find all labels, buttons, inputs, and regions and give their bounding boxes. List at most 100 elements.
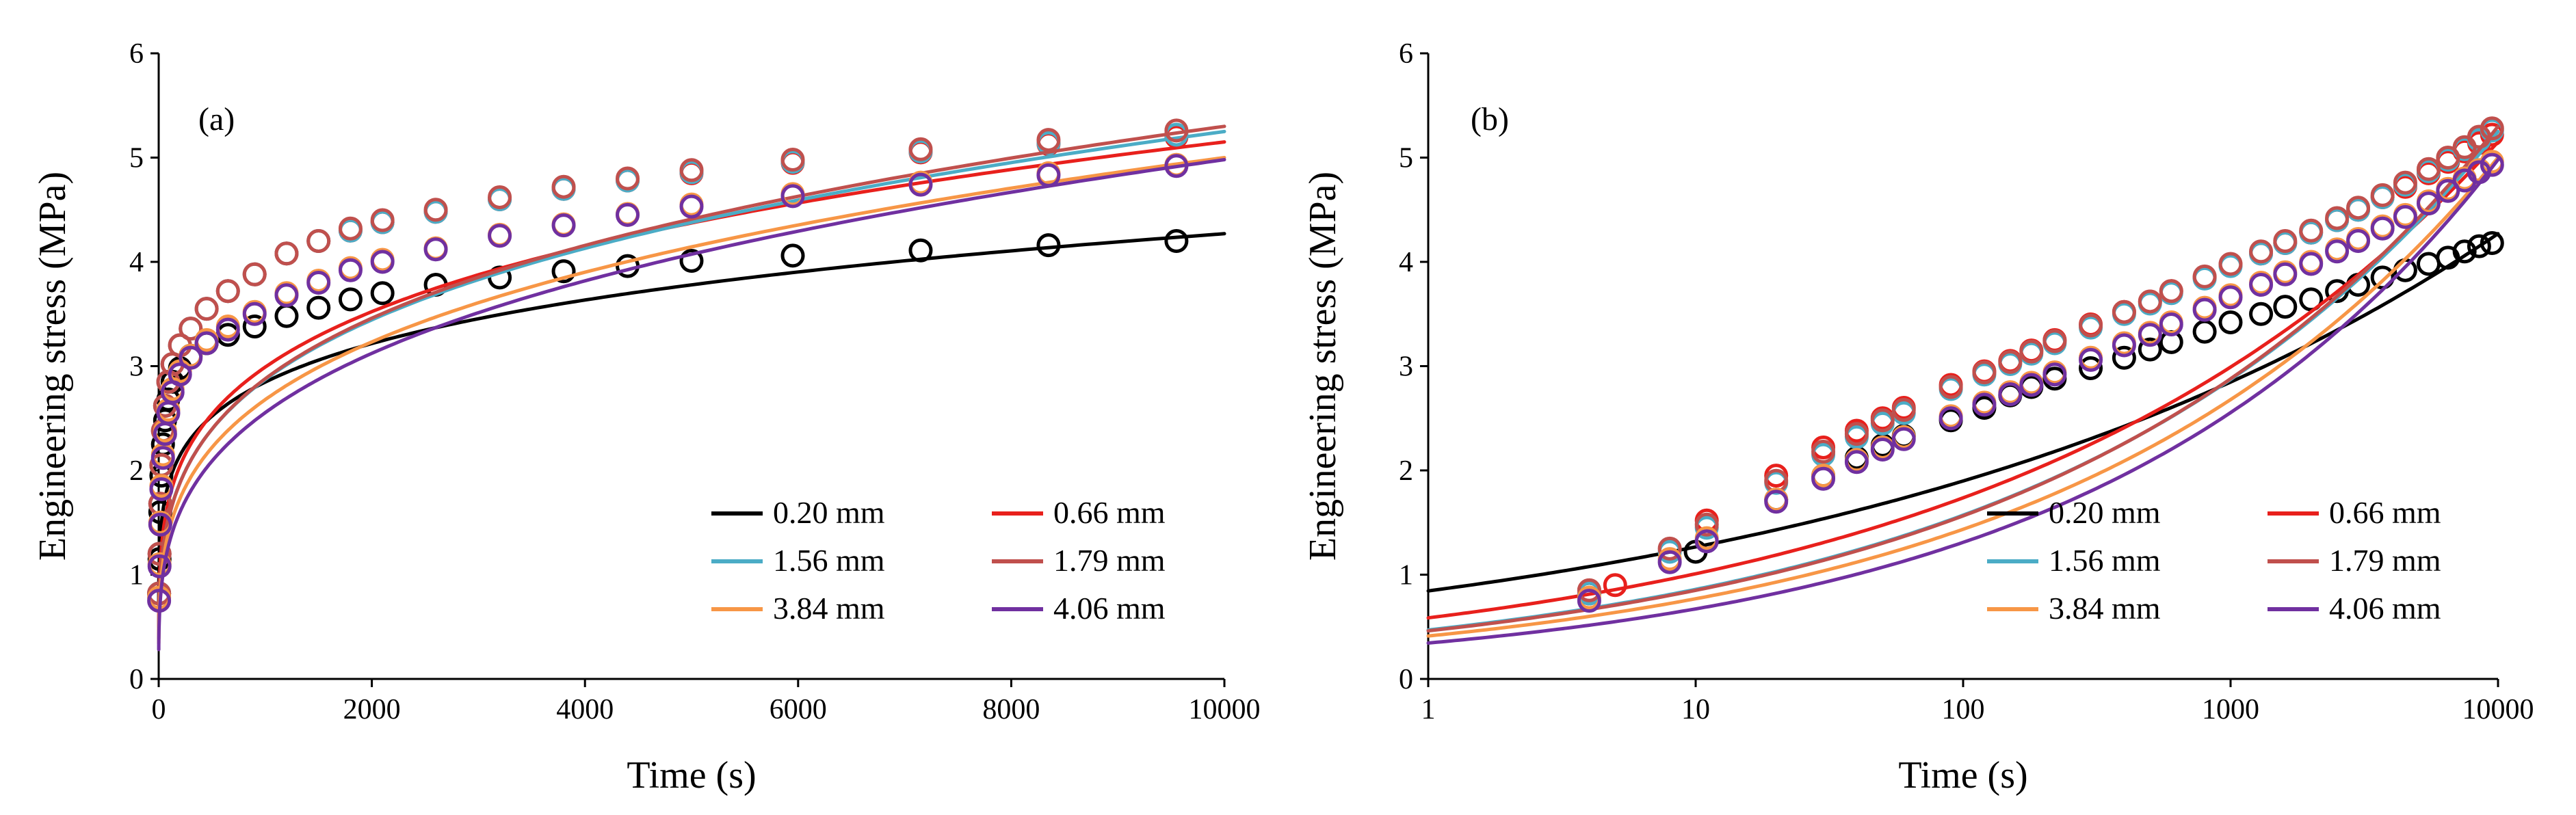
marker-4-06-mm [2273,262,2298,286]
marker-4-06-mm [179,345,203,370]
marker-1-79-mm [2273,229,2298,253]
marker-4-06-mm [147,554,172,578]
marker-4-06-mm [2370,216,2395,241]
marker-1-79-mm [179,317,203,341]
marker-0-20-mm [679,248,704,273]
panel-label: (b) [1471,101,1509,137]
marker-1-79-mm [2079,313,2103,338]
marker-1-79-mm [215,279,240,304]
marker-1-79-mm [242,262,267,286]
marker-1-79-mm [1164,118,1189,143]
marker-1-79-mm [1972,360,1997,385]
marker-1-79-mm [2218,252,2243,276]
marker-1-79-mm [194,297,219,321]
marker-4-06-mm [679,194,704,219]
marker-4-06-mm [2249,273,2274,297]
marker-4-06-mm [2019,373,2044,397]
marker-4-06-mm [780,184,805,209]
marker-0-20-mm [2480,231,2504,256]
y-tick-label: 4 [1399,247,1413,278]
x-tick-label: 100 [1942,694,1985,725]
marker-4-06-mm [2042,362,2067,387]
marker-4-06-mm [2467,160,2491,185]
marker-4-06-mm [1972,392,1997,417]
marker-1-79-mm [1844,422,1869,446]
x-tick-label: 0 [152,694,166,725]
marker-1-79-mm [370,208,395,232]
y-tick-label: 3 [1399,351,1413,383]
marker-4-06-mm [1577,589,1601,613]
y-tick-label: 6 [1399,38,1413,70]
legend-label-1-56-mm: 1.56 mm [773,543,885,578]
marker-4-06-mm [242,302,267,326]
x-tick-label: 1 [1421,694,1436,725]
marker-4-06-mm [168,362,192,387]
marker-4-06-mm [908,172,933,197]
legend-label-0-66-mm: 0.66 mm [2329,495,2441,530]
marker-0-20-mm [274,304,299,328]
y-tick-label: 4 [129,247,144,278]
panel-a: 0 1 2 3 4 5 6 0 2000 4000 6000 8000 10000 Time (s) Eng… [31,38,1261,797]
y-tick-label: 5 [129,143,144,174]
y-tick-label: 6 [129,38,144,70]
marker-4-06-mm [1811,466,1836,491]
marker-1-79-mm [1694,512,1719,537]
y-tick-label: 1 [1399,560,1413,591]
marker-0-20-mm [2393,258,2417,282]
marker-4-06-mm [306,271,331,295]
marker-0-20-mm [908,238,933,263]
x-axis-label: Time (s) [1898,754,2027,797]
y-axis-label: Engineering stress (MPa) [31,172,74,561]
marker-4-06-mm [616,202,640,227]
marker-4-06-mm [1870,438,1895,462]
marker-1-79-mm [551,174,576,199]
marker-1-79-mm [2159,279,2183,304]
marker-1-79-mm [1657,536,1682,561]
marker-4-06-mm [1998,382,2023,407]
marker-1-79-mm [1811,440,1836,464]
y-tick-label: 1 [129,560,144,591]
marker-0-20-mm [2079,356,2103,381]
marker-4-06-mm [147,589,172,613]
marker-4-06-mm [338,258,363,282]
marker-4-06-mm [149,477,174,501]
marker-0-20-mm [338,287,363,312]
marker-1-79-mm [306,229,331,253]
marker-1-79-mm [2393,170,2417,195]
marker-1-79-mm [2112,299,2136,324]
marker-4-06-mm [215,317,240,342]
legend-label-3-84-mm: 3.84 mm [2049,591,2161,626]
marker-0-66-mm [1603,573,1627,598]
curve-1-79-mm [1426,124,2500,633]
marker-1-79-mm [2138,289,2162,314]
marker-0-20-mm [551,259,576,284]
marker-4-06-mm [2159,312,2183,336]
marker-1-79-mm [488,185,512,209]
marker-1-79-mm [780,148,805,172]
x-tick-label: 1000 [2202,694,2259,725]
marker-4-06-mm [2346,229,2371,253]
marker-1-79-mm [2192,264,2217,289]
marker-1-79-mm [1998,349,2023,374]
y-tick-label: 5 [1399,143,1413,174]
marker-1-79-mm [2249,239,2274,264]
y-tick-label: 2 [129,455,144,487]
y-tick-label: 0 [1399,664,1413,695]
legend-label-3-84-mm: 3.84 mm [773,591,885,626]
marker-0-20-mm [1164,229,1189,253]
marker-4-06-mm [2138,323,2162,347]
marker-0-20-mm [370,281,395,306]
curve-4-06-mm [1426,158,2500,645]
marker-4-06-mm [1164,154,1189,178]
curve-3-84-mm [1426,156,2500,638]
marker-4-06-mm [551,213,576,238]
marker-4-06-mm [423,237,448,262]
marker-1-79-mm [274,241,299,266]
legend-label-1-79-mm: 1.79 mm [2329,543,2441,578]
marker-1-79-mm [1891,398,1916,423]
marker-0-20-mm [2467,234,2491,258]
marker-1-79-mm [423,198,448,222]
marker-1-79-mm [2436,146,2460,170]
x-tick-label: 2000 [343,694,401,725]
